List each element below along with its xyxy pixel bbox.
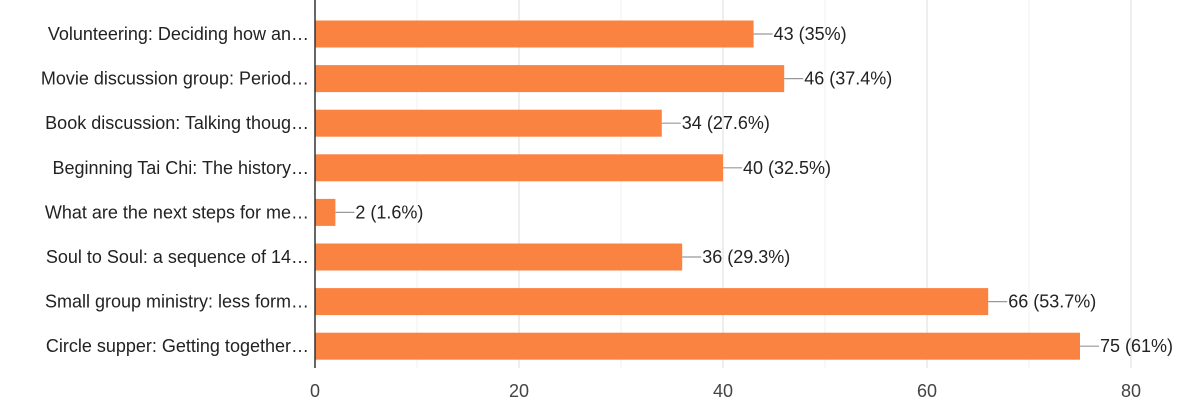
bar: [315, 198, 336, 226]
data-label: 40 (32.5%): [743, 158, 831, 178]
data-labels: 43 (35%) 46 (37.4%) 34 (27.6%) 40 (32.5%) 2 …: [355, 24, 1173, 356]
bar: [315, 109, 662, 137]
leader-lines: [335, 33, 1099, 347]
x-tick-label: 40: [713, 381, 733, 401]
gridlines: [416, 0, 1132, 368]
bar: [315, 243, 683, 271]
category-label: Book discussion: Talking thoug…: [45, 113, 309, 133]
data-label: 43 (35%): [774, 24, 847, 44]
category-label: Beginning Tai Chi: The history…: [53, 158, 309, 178]
bar: [315, 65, 785, 93]
category-label: Soul to Soul: a sequence of 14…: [46, 247, 309, 267]
x-tick-label: 80: [1121, 381, 1141, 401]
data-label: 75 (61%): [1100, 336, 1173, 356]
bar: [315, 20, 754, 48]
x-tick-label: 60: [917, 381, 937, 401]
category-label: What are the next steps for me…: [45, 202, 309, 222]
data-label: 66 (53.7%): [1008, 292, 1096, 312]
data-label: 2 (1.6%): [355, 202, 423, 222]
category-label: Movie discussion group: Period…: [41, 69, 309, 89]
x-axis-tick-labels: 0 20 40 60 80: [310, 381, 1141, 401]
category-label: Small group ministry: less form…: [45, 292, 309, 312]
category-label: Volunteering: Deciding how an…: [48, 24, 309, 44]
bar: [315, 288, 989, 316]
x-tick-label: 20: [509, 381, 529, 401]
bars: [315, 20, 1080, 360]
category-labels: Volunteering: Deciding how an… Movie disc…: [41, 24, 309, 356]
x-tick-label: 0: [310, 381, 320, 401]
data-label: 46 (37.4%): [804, 69, 892, 89]
bar: [315, 154, 723, 182]
category-label: Circle supper: Getting together…: [46, 336, 309, 356]
data-label: 36 (29.3%): [702, 247, 790, 267]
bar: [315, 332, 1080, 360]
data-label: 34 (27.6%): [682, 113, 770, 133]
